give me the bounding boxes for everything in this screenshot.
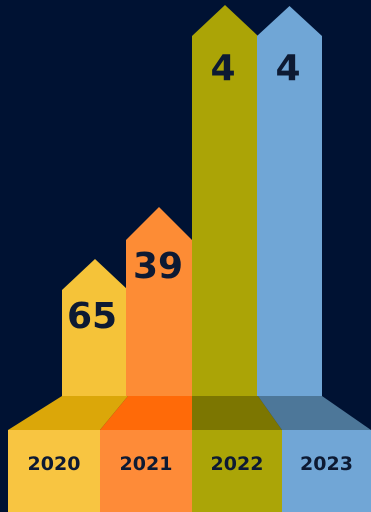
x-tick-label-2021: 2021 — [120, 453, 173, 475]
data-label-2022: 4 — [210, 48, 235, 89]
arrow-bars-group — [62, 5, 322, 396]
data-labels-group: 2020 65 2021 39 2022 4 2023 4 — [28, 48, 353, 475]
data-label-2020: 65 — [67, 296, 117, 337]
x-tick-label-2020: 2020 — [28, 453, 81, 475]
arrow-bar-2020 — [62, 259, 128, 396]
base-block-2023 — [282, 430, 371, 512]
floor-segment-2023 — [258, 396, 371, 430]
base-block-2020 — [8, 430, 100, 512]
perspective-floor-group — [8, 396, 371, 430]
data-label-2023: 4 — [275, 48, 300, 89]
base-block-2022 — [192, 430, 282, 512]
x-tick-label-2023: 2023 — [300, 453, 353, 475]
floor-segment-2020 — [8, 396, 128, 430]
arrow-bar-2023 — [257, 6, 322, 396]
year-base-group — [8, 430, 371, 512]
base-block-2021 — [100, 430, 192, 512]
floor-segment-2022 — [192, 396, 282, 430]
data-label-2021: 39 — [133, 246, 183, 287]
x-tick-label-2022: 2022 — [211, 453, 264, 475]
arrow-bar-2021 — [126, 207, 192, 396]
arrow-bar-2022 — [192, 5, 258, 396]
floor-segment-2021 — [100, 396, 192, 430]
